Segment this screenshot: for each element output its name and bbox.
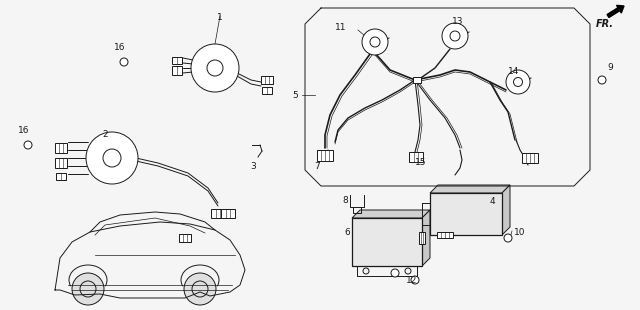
Circle shape (207, 60, 223, 76)
Bar (55, 143, 67, 153)
Text: 7: 7 (314, 162, 320, 171)
Circle shape (506, 70, 530, 94)
Bar (413, 77, 421, 83)
Circle shape (191, 44, 239, 92)
Bar (262, 86, 272, 94)
Text: 3: 3 (250, 162, 256, 171)
Text: 15: 15 (415, 158, 426, 167)
Bar (172, 56, 182, 64)
Circle shape (598, 76, 606, 84)
Circle shape (24, 141, 32, 149)
Text: 9: 9 (607, 64, 612, 73)
FancyArrow shape (607, 5, 624, 17)
Bar (211, 209, 225, 218)
Bar (179, 234, 191, 242)
Circle shape (411, 276, 419, 284)
Text: 14: 14 (508, 67, 520, 76)
Bar (56, 172, 66, 179)
Circle shape (72, 273, 104, 305)
Circle shape (370, 37, 380, 47)
Circle shape (442, 23, 468, 49)
Text: FR.: FR. (596, 19, 614, 29)
Text: 8: 8 (342, 196, 348, 205)
Text: 10: 10 (514, 228, 525, 237)
Circle shape (450, 31, 460, 41)
Circle shape (184, 273, 216, 305)
Bar (352, 218, 422, 266)
Circle shape (513, 78, 522, 86)
Text: 16: 16 (115, 43, 125, 52)
Circle shape (120, 58, 128, 66)
Text: 4: 4 (490, 197, 495, 206)
Bar (261, 76, 273, 84)
Bar (409, 152, 423, 162)
Polygon shape (422, 210, 430, 266)
Text: 2: 2 (102, 130, 108, 139)
Bar (172, 65, 182, 74)
Bar (437, 232, 453, 238)
Polygon shape (430, 185, 510, 193)
Text: 16: 16 (19, 126, 29, 135)
Text: 6: 6 (344, 228, 350, 237)
Bar (430, 193, 502, 235)
Bar (419, 232, 425, 244)
Bar (317, 149, 333, 161)
Circle shape (362, 29, 388, 55)
Circle shape (103, 149, 121, 167)
Polygon shape (352, 210, 430, 218)
Bar (221, 209, 235, 218)
Text: 13: 13 (452, 17, 463, 26)
Text: 12: 12 (406, 276, 417, 285)
Bar (55, 158, 67, 168)
Text: 5: 5 (292, 91, 298, 100)
Circle shape (391, 269, 399, 277)
Bar (522, 153, 538, 163)
Text: 1: 1 (217, 13, 223, 22)
Polygon shape (502, 185, 510, 235)
Circle shape (86, 132, 138, 184)
Circle shape (504, 234, 512, 242)
Text: 11: 11 (335, 23, 346, 32)
